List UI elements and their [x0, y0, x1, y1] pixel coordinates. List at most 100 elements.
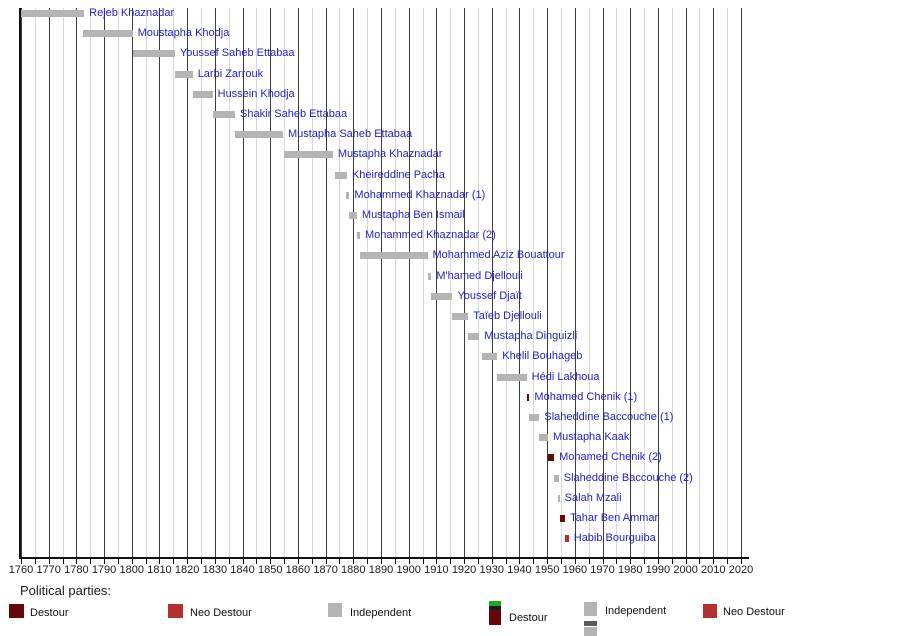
axis-tick	[644, 559, 646, 564]
timeline-bar	[539, 434, 548, 442]
axis-tick-label: 1920	[451, 564, 477, 576]
axis-tick	[464, 559, 466, 564]
timeline-bar	[482, 353, 498, 361]
axis-tick	[699, 559, 701, 564]
timeline-bar	[359, 252, 428, 260]
destour-swatch	[489, 610, 501, 625]
gridline-minor	[284, 8, 286, 557]
axis-tick	[671, 559, 673, 564]
gridline-major	[325, 8, 327, 557]
axis-tick	[616, 559, 618, 564]
destour-swatch	[9, 604, 24, 618]
timeline-bar-label: Shakir Saheb Ettabaa	[240, 108, 348, 120]
axis-tick	[284, 559, 286, 564]
axis-tick	[408, 559, 410, 564]
axis-tick	[21, 559, 22, 564]
timeline-bar	[452, 313, 469, 320]
axis-tick-label: 1850	[257, 564, 283, 576]
timeline-bar	[547, 454, 555, 462]
axis-tick	[76, 559, 78, 564]
axis-tick-label: 1980	[617, 564, 643, 576]
gridline-major	[270, 8, 272, 557]
timeline-bar-label: Salah Mzali	[564, 491, 622, 504]
axis-tick	[588, 559, 590, 564]
axis-tick-label: 1910	[424, 564, 449, 576]
axis-tick-label: 1970	[590, 564, 615, 576]
axis-tick	[713, 559, 715, 564]
axis-tick	[519, 559, 521, 564]
timeline-bar-label: Mohammed Khaznadar (1)	[354, 188, 486, 201]
axis-tick-label: 1940	[507, 564, 532, 576]
axis-tick	[297, 559, 299, 564]
y-axis-line	[19, 8, 21, 558]
timeline-bar-label: Youssef Saheb Ettabaa	[179, 47, 295, 60]
timeline-bar	[284, 151, 333, 159]
axis-tick	[311, 559, 313, 564]
gridline-major	[159, 8, 161, 557]
gridline-major	[21, 8, 22, 557]
axis-tick	[34, 559, 36, 564]
axis-tick-label: 1760	[8, 564, 34, 576]
gridline-major	[713, 8, 715, 557]
legend-label: Neo Destour	[723, 606, 785, 618]
gridline-major	[48, 8, 50, 557]
gridline-minor	[394, 8, 396, 557]
timeline-bar-label: Mohamed Chenik (2)	[559, 451, 662, 464]
gridline-major	[76, 8, 78, 557]
timeline-bar-label: Kheireddine Pacha	[351, 168, 445, 181]
timeline-bar	[427, 272, 432, 280]
timeline-bar-label: Slaheddine Baccouche (2)	[563, 471, 693, 484]
gridline-major	[519, 8, 521, 557]
legend-label: Independent	[605, 605, 667, 617]
axis-tick	[477, 559, 479, 564]
timeline-bar	[83, 30, 133, 38]
axis-tick-label: 1990	[645, 564, 671, 576]
timeline-bar	[431, 292, 453, 300]
timeline-bar	[133, 50, 175, 58]
gridline-major	[547, 8, 549, 557]
gridline-minor	[671, 8, 673, 557]
gridline-minor	[62, 8, 64, 557]
axis-tick-label: 1950	[534, 564, 560, 576]
axis-tick-label: 2020	[728, 564, 754, 576]
gridline-major	[353, 8, 355, 557]
timeline-bar	[565, 535, 569, 543]
gridline-major	[381, 8, 382, 557]
axis-tick	[256, 559, 258, 564]
axis-tick	[491, 559, 493, 564]
gridline-major	[741, 8, 742, 557]
gridline-major	[574, 8, 576, 557]
axis-tick-label: 1810	[147, 564, 172, 576]
gridline-major	[436, 8, 438, 557]
gridline-major	[242, 8, 244, 557]
independent-swatch	[584, 602, 597, 616]
axis-tick	[242, 559, 244, 564]
gridline-minor	[588, 8, 590, 557]
gridline-minor	[34, 8, 36, 557]
gridline-major	[657, 8, 659, 557]
axis-tick	[741, 559, 742, 564]
independent-swatch-lower	[584, 627, 597, 636]
timeline-bar-label: Taïeb Djellouli	[473, 310, 542, 322]
legend-heading: Political parties:	[20, 583, 112, 598]
gridline-major	[214, 8, 216, 557]
x-axis-line	[19, 557, 749, 559]
axis-tick	[325, 559, 327, 564]
timeline-bar	[554, 474, 559, 482]
neo-destour-swatch	[168, 604, 183, 618]
timeline-bar	[335, 171, 347, 179]
axis-tick	[436, 559, 438, 564]
timeline-bar	[235, 131, 283, 139]
axis-tick	[381, 559, 382, 564]
timeline-bar	[497, 373, 527, 381]
axis-tick	[561, 559, 562, 564]
timeline-bar-label: Larbi Zarrouk	[197, 67, 264, 80]
timeline-bar-label: Mustapha Khaznadar	[337, 148, 443, 161]
gridline-minor	[256, 8, 258, 557]
axis-tick	[394, 559, 396, 564]
timeline-bar-label: Khelil Bouhageb	[502, 350, 583, 363]
timeline-bar-label: Mustapha Ben Ismail	[361, 209, 465, 221]
axis-tick-label: 1840	[230, 564, 255, 576]
gridline-minor	[533, 8, 535, 557]
